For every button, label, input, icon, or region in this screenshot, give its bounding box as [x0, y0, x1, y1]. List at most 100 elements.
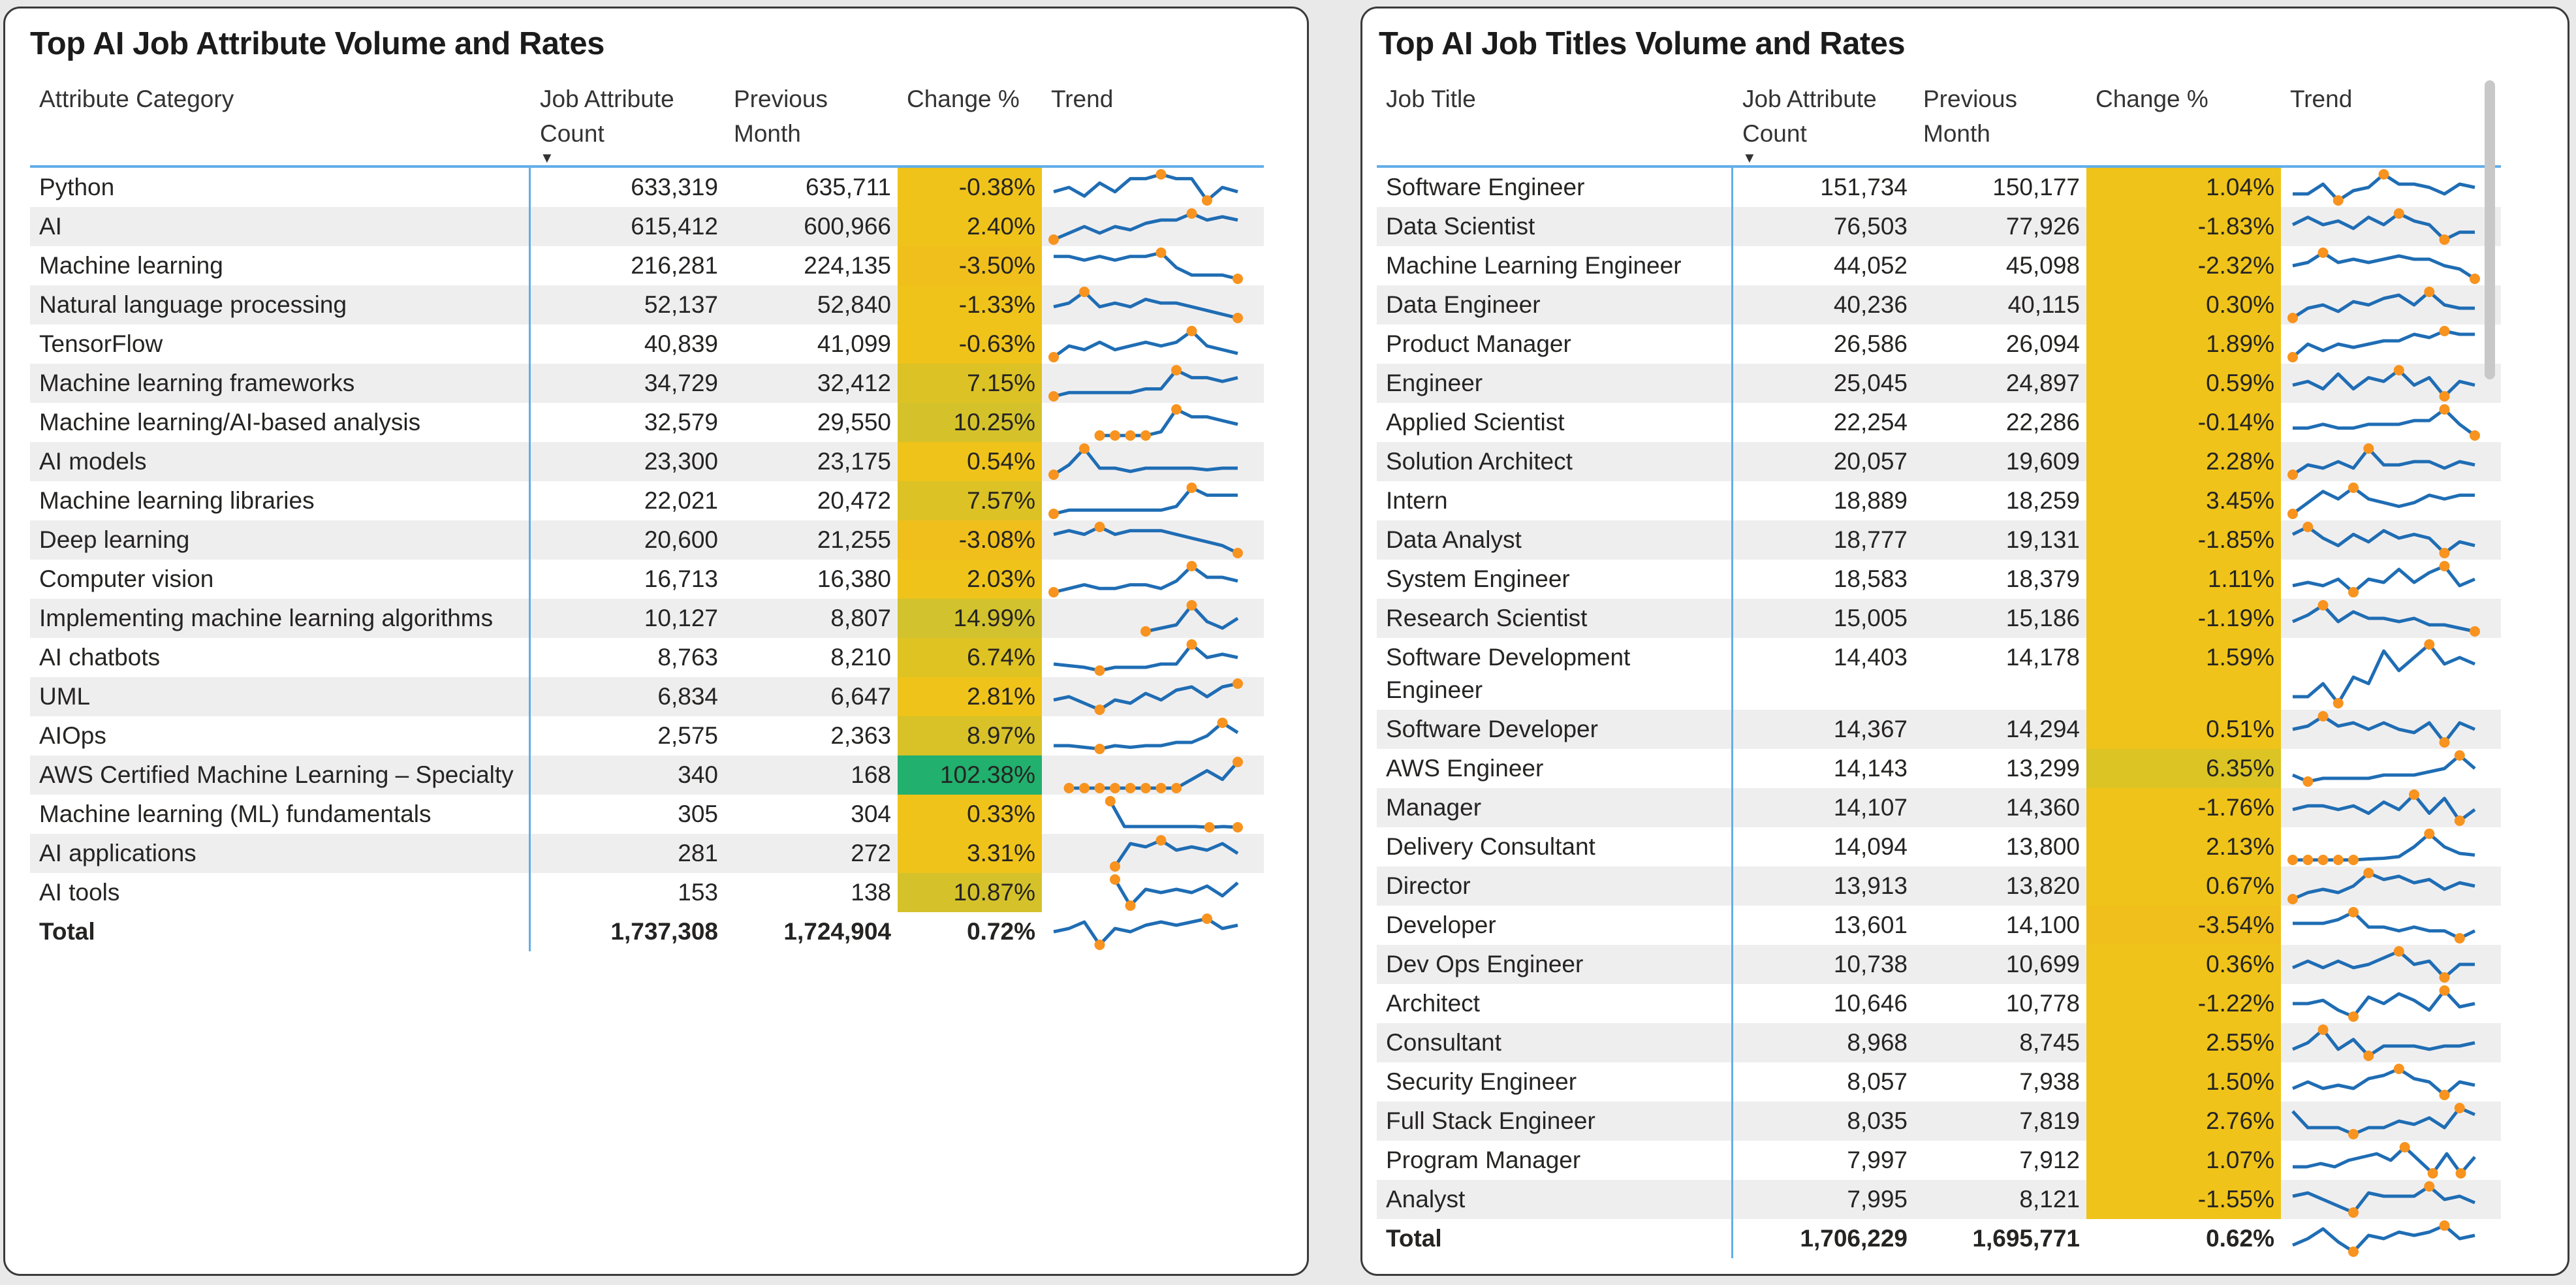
table-row[interactable]: Research Scientist 15,005 15,186 -1.19% [1377, 599, 2501, 638]
table-row[interactable]: Machine learning 216,281 224,135 -3.50% [30, 246, 1264, 285]
sparkline-max-marker [2317, 600, 2329, 611]
sparkline [1054, 718, 1239, 754]
table-row[interactable]: Python 633,319 635,711 -0.38% [30, 168, 1264, 207]
header-trend[interactable]: Trend [2290, 86, 2353, 112]
table-row[interactable]: AI 615,412 600,966 2.40% [30, 207, 1264, 246]
table-row[interactable]: Engineer 25,045 24,897 0.59% [1377, 364, 2501, 403]
table-row[interactable]: Security Engineer 8,057 7,938 1.50% [1377, 1062, 2501, 1102]
table-row[interactable]: Data Engineer 40,236 40,115 0.30% [1377, 285, 2501, 325]
row-count: 34,729 [644, 370, 718, 396]
table-row[interactable]: Analyst 7,995 8,121 -1.55% [1377, 1180, 2501, 1219]
table-row[interactable]: Full Stack Engineer 8,035 7,819 2.76% [1377, 1102, 2501, 1141]
sparkline [1048, 365, 1238, 402]
table-row[interactable]: Software Engineer 151,734 150,177 1.04% [1377, 168, 2501, 207]
row-change-percent: -0.63% [898, 325, 1042, 364]
table-row[interactable]: Data Scientist 76,503 77,926 -1.83% [1377, 207, 2501, 246]
table-row[interactable]: Implementing machine learning algorithms… [30, 599, 1264, 638]
sparkline [1053, 639, 1238, 676]
total-row[interactable]: Total 1,737,308 1,724,904 0.72% [30, 912, 1264, 951]
header-previous-month[interactable]: Previous Month [725, 78, 898, 165]
sparkline [2287, 443, 2475, 480]
sparkline-max-marker [2439, 985, 2450, 996]
table-row[interactable]: AI applications 281 272 3.31% [30, 834, 1264, 873]
table-row[interactable]: Architect 10,646 10,778 -1.22% [1377, 984, 2501, 1023]
sparkline [2292, 600, 2480, 637]
sparkline-min-marker [1094, 705, 1105, 715]
row-previous-month: 29,550 [817, 409, 891, 436]
header-count[interactable]: Job Attribute Count ▼ [531, 78, 725, 165]
sparkline-max-marker [1217, 718, 1228, 728]
sparkline [1048, 326, 1238, 362]
table-row[interactable]: Computer vision 16,713 16,380 2.03% [30, 560, 1264, 599]
table-row[interactable]: UML 6,834 6,647 2.81% [30, 677, 1264, 716]
sparkline-max-marker [2439, 404, 2450, 415]
table-row[interactable]: Machine learning (ML) fundamentals 305 3… [30, 795, 1264, 834]
table-row[interactable]: AWS Certified Machine Learning – Special… [30, 755, 1264, 795]
row-previous-month: 1,724,904 [783, 918, 891, 945]
table-row[interactable]: Product Manager 26,586 26,094 1.89% [1377, 325, 2501, 364]
table-row[interactable]: Solution Architect 20,057 19,609 2.28% [1377, 442, 2501, 481]
header-trend[interactable]: Trend [1051, 86, 1114, 112]
table-row[interactable]: Data Analyst 18,777 19,131 -1.85% [1377, 520, 2501, 560]
sparkline-min-marker [2455, 1168, 2466, 1179]
row-trend-sparkline [2281, 285, 2501, 325]
table-row[interactable]: AWS Engineer 14,143 13,299 6.35% [1377, 749, 2501, 788]
sparkline-line [1053, 642, 1238, 673]
sparkline-min-marker [1063, 783, 1075, 793]
table-row[interactable]: Director 13,913 13,820 0.67% [1377, 866, 2501, 906]
row-previous-month: 8,807 [830, 605, 891, 631]
row-change-percent: -3.08% [898, 520, 1042, 560]
table-row[interactable]: Applied Scientist 22,254 22,286 -0.14% [1377, 403, 2501, 442]
table-row[interactable]: Manager 14,107 14,360 -1.76% [1377, 788, 2501, 827]
table-row[interactable]: Software Development Engineer 14,403 14,… [1377, 638, 2501, 710]
row-name: Product Manager [1377, 325, 1733, 364]
table-row[interactable]: Consultant 8,968 8,745 2.55% [1377, 1023, 2501, 1062]
table-row[interactable]: Intern 18,889 18,259 3.45% [1377, 481, 2501, 520]
header-name[interactable]: Attribute Category [39, 86, 234, 112]
row-trend-sparkline [1042, 755, 1264, 795]
scrollbar-thumb[interactable] [2485, 80, 2495, 379]
row-change-percent: 2.28% [2086, 442, 2281, 481]
sparkline [2293, 1142, 2476, 1179]
row-name: AI [30, 207, 531, 246]
header-name[interactable]: Job Title [1386, 86, 1476, 112]
sparkline [1048, 561, 1238, 597]
row-count: 216,281 [631, 252, 718, 279]
header-change[interactable]: Change % [907, 86, 1020, 112]
sparkline [1105, 796, 1243, 833]
row-name: Software Developer [1377, 710, 1733, 749]
table-row[interactable]: AI models 23,300 23,175 0.54% [30, 442, 1264, 481]
table-row[interactable]: Program Manager 7,997 7,912 1.07% [1377, 1141, 2501, 1180]
table-row[interactable]: Machine Learning Engineer 44,052 45,098 … [1377, 246, 2501, 285]
row-count: 18,583 [1833, 565, 1908, 592]
table-row[interactable]: Machine learning libraries 22,021 20,472… [30, 481, 1264, 520]
table-row[interactable]: Software Developer 14,367 14,294 0.51% [1377, 710, 2501, 749]
table-row[interactable]: Dev Ops Engineer 10,738 10,699 0.36% [1377, 945, 2501, 984]
table-row[interactable]: Natural language processing 52,137 52,84… [30, 285, 1264, 325]
total-row[interactable]: Total 1,706,229 1,695,771 0.62% [1377, 1219, 2501, 1258]
table-row[interactable]: AI chatbots 8,763 8,210 6.74% [30, 638, 1264, 677]
sparkline-line [1113, 878, 1239, 908]
row-name: Natural language processing [30, 285, 531, 325]
header-change[interactable]: Change % [2096, 86, 2208, 112]
table-row[interactable]: Machine learning/AI-based analysis 32,57… [30, 403, 1264, 442]
header-count[interactable]: Job Attribute Count ▼ [1733, 78, 1914, 165]
row-previous-month: 168 [851, 761, 891, 788]
sparkline-min-marker [1233, 822, 1243, 833]
row-count: 40,236 [1833, 291, 1908, 318]
header-previous-month[interactable]: Previous Month [1914, 78, 2086, 165]
row-name: Developer [1377, 906, 1733, 945]
table-row[interactable]: Deep learning 20,600 21,255 -3.08% [30, 520, 1264, 560]
sparkline-min-marker [2348, 855, 2359, 865]
sparkline-max-marker [1186, 326, 1197, 336]
table-row[interactable]: TensorFlow 40,839 41,099 -0.63% [30, 325, 1264, 364]
table-row[interactable]: Delivery Consultant 14,094 13,800 2.13% [1377, 827, 2501, 866]
row-change-percent: 1.04% [2086, 168, 2281, 207]
table-row[interactable]: Developer 13,601 14,100 -3.54% [1377, 906, 2501, 945]
sparkline-max-marker [2317, 711, 2329, 722]
row-previous-month: 8,210 [830, 644, 891, 671]
table-row[interactable]: Machine learning frameworks 34,729 32,41… [30, 364, 1264, 403]
table-row[interactable]: System Engineer 18,583 18,379 1.11% [1377, 560, 2501, 599]
table-row[interactable]: AIOps 2,575 2,363 8.97% [30, 716, 1264, 755]
table-row[interactable]: AI tools 153 138 10.87% [30, 873, 1264, 912]
